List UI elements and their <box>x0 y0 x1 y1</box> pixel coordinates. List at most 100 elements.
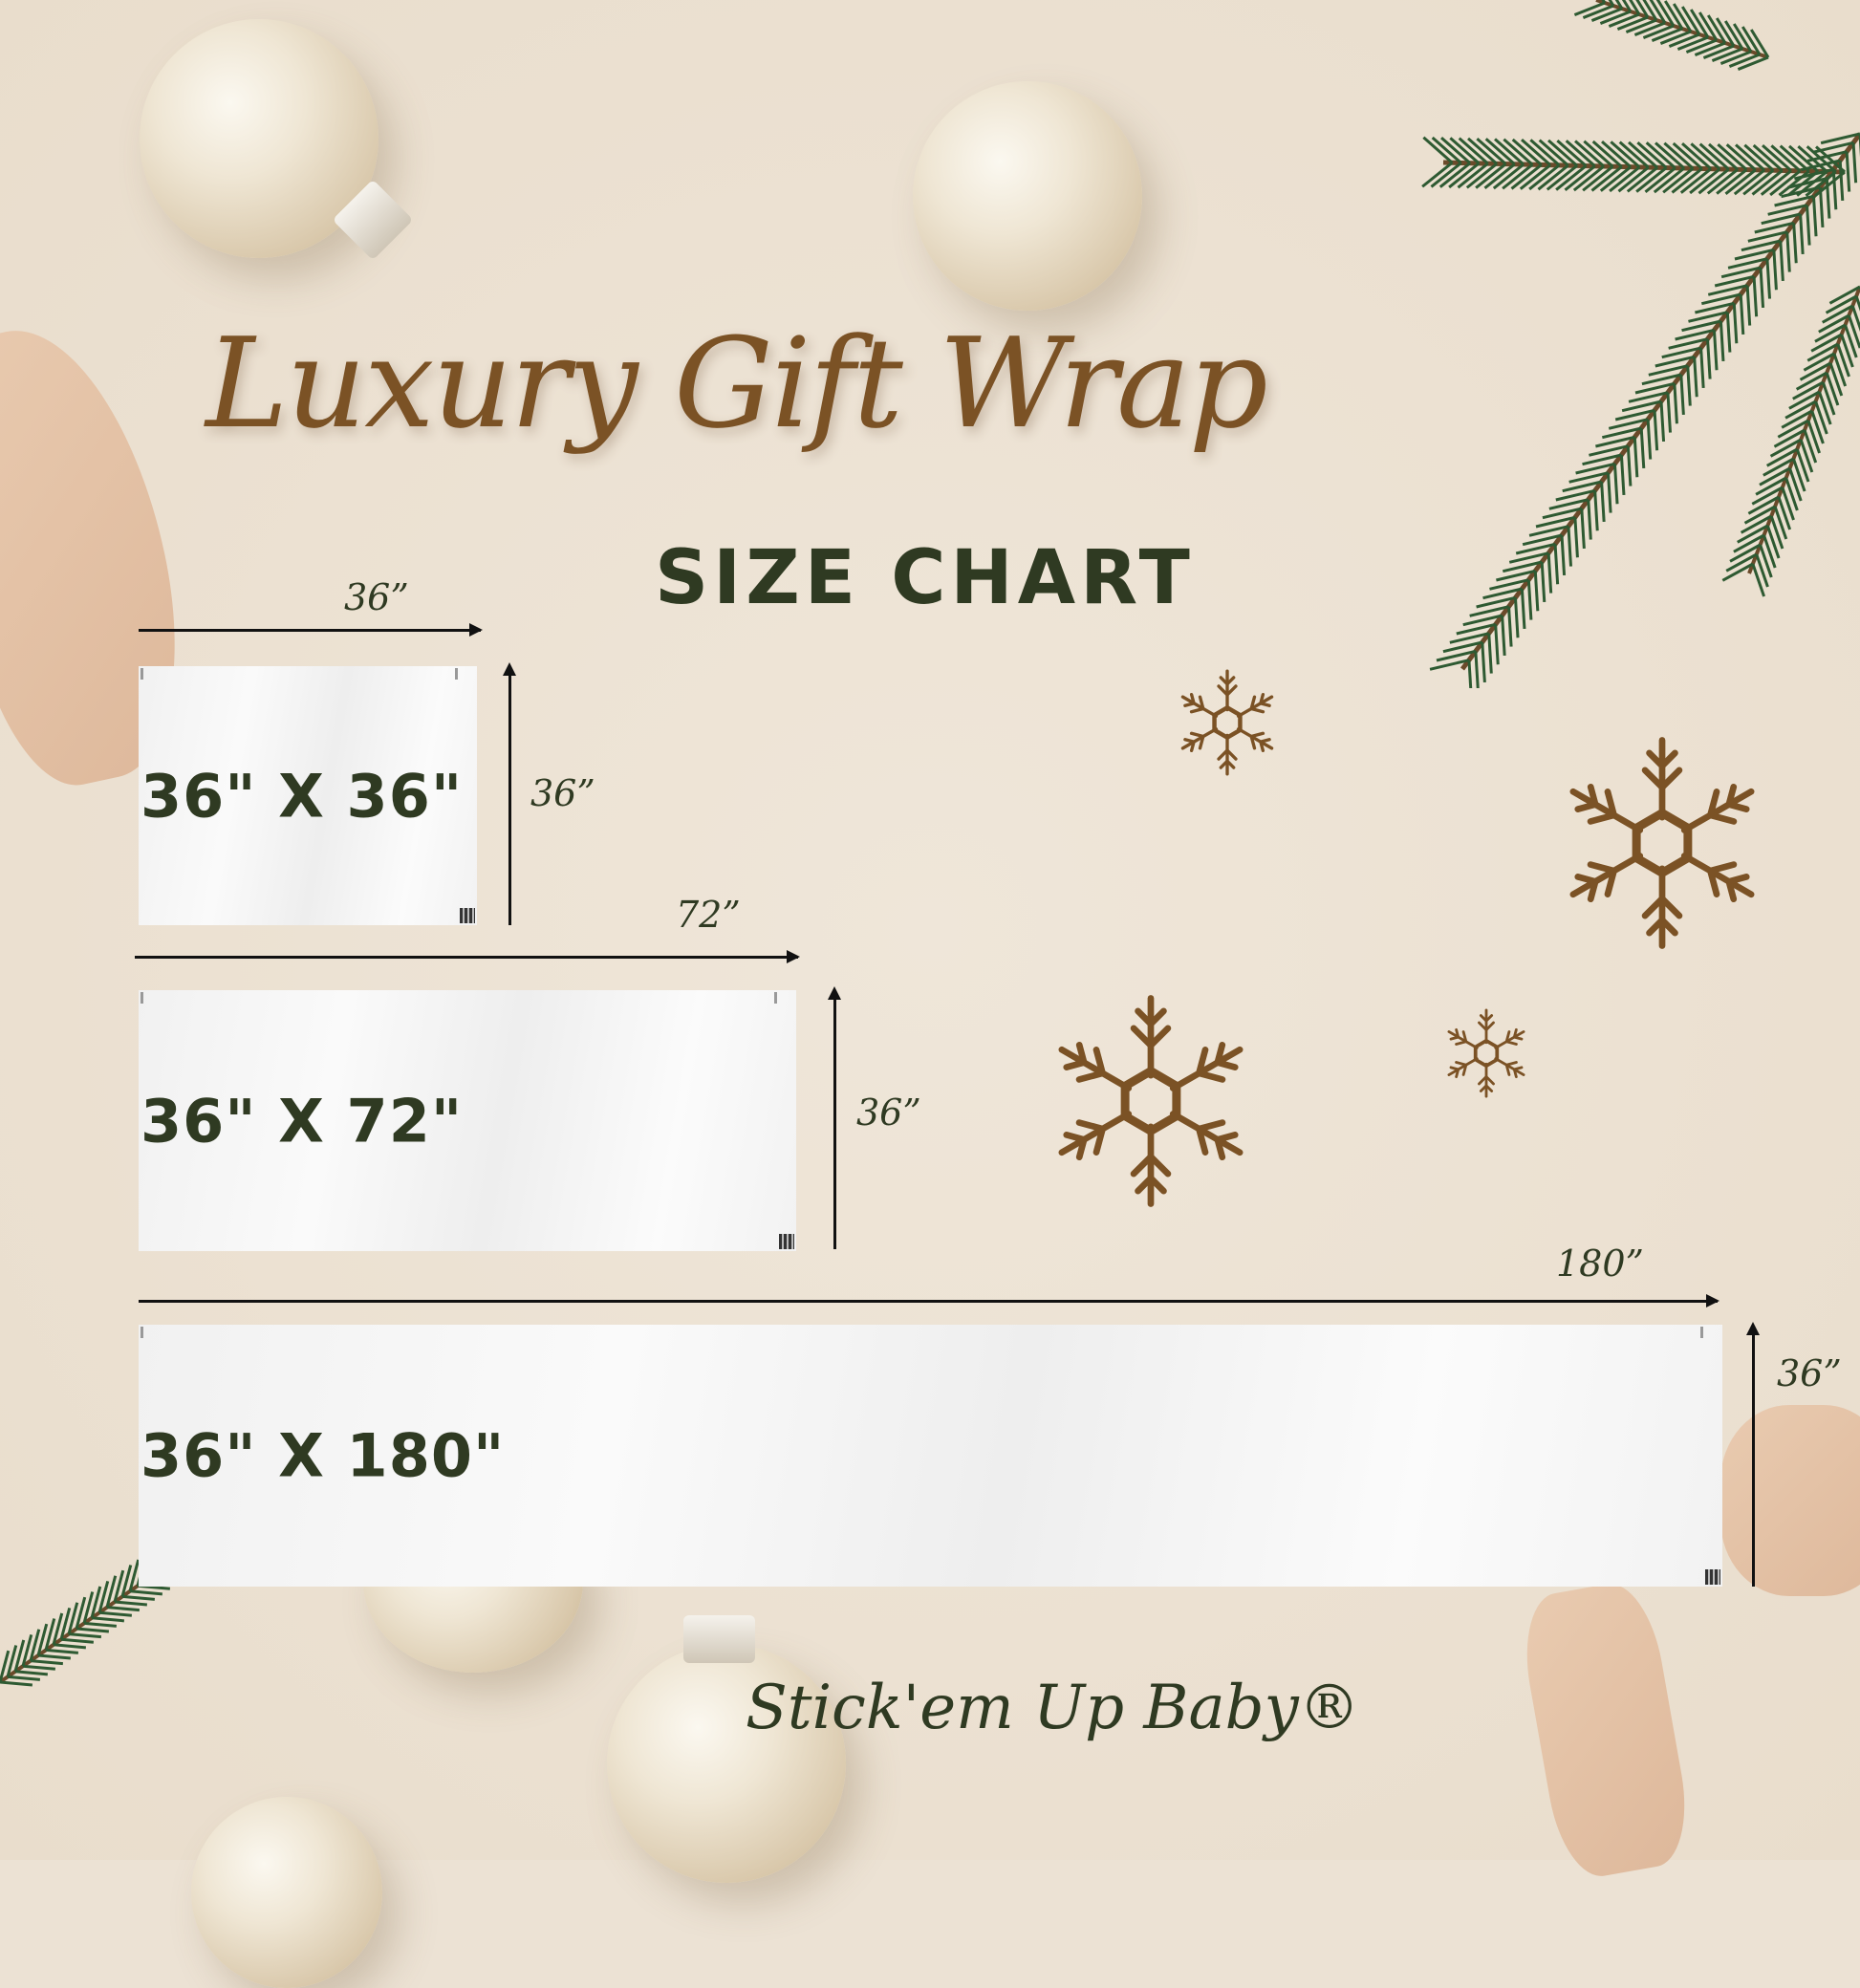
pine-needle <box>105 1575 118 1608</box>
pine-needle <box>1719 320 1725 362</box>
pine-needle <box>1521 139 1551 166</box>
pine-needle <box>1482 587 1523 600</box>
pine-needle <box>1666 392 1672 433</box>
pine-needle <box>1614 408 1655 421</box>
title: Luxury Gift Wrap <box>205 311 1268 456</box>
pine-needle <box>1633 437 1639 478</box>
pine-needle <box>1727 257 1768 270</box>
pine-needle <box>1639 427 1646 469</box>
pine-needle <box>1743 143 1775 172</box>
pine-needle <box>53 1643 86 1650</box>
pine-needle <box>1679 167 1712 194</box>
pine-needle <box>1847 314 1860 349</box>
pine-needle <box>1601 140 1632 168</box>
ornament-cap <box>683 1615 755 1663</box>
pine-needle <box>1484 138 1516 165</box>
pine-needle <box>67 1602 79 1634</box>
pine-needle <box>1698 11 1719 41</box>
pine-needle <box>1810 333 1843 353</box>
pine-needle <box>1700 292 1741 306</box>
pine-needle <box>1794 167 1834 181</box>
pine-needle <box>7 1675 40 1681</box>
pine-needle <box>1520 588 1526 630</box>
ornament <box>191 1797 382 1988</box>
pine-needle <box>1800 159 1841 172</box>
pine-needle <box>1519 163 1551 190</box>
size-label: 36" X 36" <box>141 761 464 831</box>
snowflake-icon <box>1555 736 1769 950</box>
pine-needle <box>1481 641 1486 683</box>
pine-needle <box>1663 141 1695 170</box>
pine-needle <box>1728 53 1761 68</box>
ornament <box>913 81 1142 311</box>
pine-needle <box>1659 400 1666 443</box>
pine-needle <box>1458 137 1489 165</box>
pine-needle <box>1749 29 1770 58</box>
pine-needle <box>1751 169 1784 196</box>
size-label: 36" X 72" <box>141 1086 464 1156</box>
pine-needle <box>1556 139 1588 167</box>
pine-needle <box>1779 240 1784 282</box>
pine-needle <box>1695 301 1735 314</box>
pine-needle <box>68 1632 101 1639</box>
pine-needle <box>52 1612 64 1646</box>
pine-needle <box>1610 140 1641 169</box>
qr-code-icon <box>460 908 475 923</box>
pine-needle <box>1733 533 1765 553</box>
gift-wrap-36x36: 36" X 36" <box>139 666 477 925</box>
pine-needle <box>1421 162 1454 188</box>
pine-needle <box>1565 140 1596 167</box>
pine-needle <box>1476 137 1507 165</box>
pine-needle <box>83 1621 117 1628</box>
pine-needle <box>1725 552 1758 573</box>
pine-needle <box>1502 560 1543 573</box>
pine-needle <box>1724 168 1757 195</box>
pine-needle <box>1814 323 1847 343</box>
pine-needle <box>1803 352 1835 372</box>
pine-needle <box>1706 168 1739 195</box>
pine-needle <box>1560 534 1567 576</box>
pine-needle <box>1765 447 1798 467</box>
pine-needle <box>1719 50 1752 65</box>
pine-needle <box>1467 659 1473 688</box>
pine-needle <box>1542 507 1583 520</box>
pine-needle <box>1567 526 1572 567</box>
pine-needle <box>1489 578 1529 591</box>
pine-needle <box>29 1629 41 1661</box>
pine-needle <box>0 1650 11 1683</box>
pine-needle <box>1535 515 1576 529</box>
pine-needle <box>1739 293 1745 335</box>
pine-needle <box>1547 139 1578 167</box>
pine-needle <box>1662 167 1695 194</box>
pine-needle <box>1770 144 1802 173</box>
pine-needle <box>1818 391 1832 425</box>
pine-needle <box>1580 508 1586 550</box>
pine-needle <box>1694 41 1726 56</box>
pine-needle <box>1708 142 1739 171</box>
pine-needle <box>1751 563 1765 597</box>
pine-needle <box>44 1618 56 1651</box>
pine-needle <box>1735 143 1765 172</box>
pine-needle <box>97 1580 110 1613</box>
height-label: 36” <box>856 1091 921 1134</box>
pine-needle <box>1706 338 1712 379</box>
pine-needle <box>1685 38 1718 54</box>
pine-needle <box>1792 380 1825 400</box>
pine-needle <box>6 1645 18 1677</box>
ornament <box>607 1644 846 1883</box>
pine-needle <box>1698 167 1730 195</box>
pine-needle <box>1619 454 1626 496</box>
pine-needle <box>1676 35 1709 51</box>
pine-needle <box>121 1594 155 1601</box>
height-arrow <box>1746 1322 1760 1587</box>
pine-needle <box>1767 204 1807 216</box>
pine-needle <box>1772 249 1778 291</box>
height-label: 36” <box>1777 1352 1842 1394</box>
pine-needle <box>1476 595 1516 609</box>
pine-needle <box>1609 165 1641 193</box>
pine-needle <box>1806 205 1811 246</box>
pine-needle <box>1608 418 1649 430</box>
pine-needle <box>1626 445 1633 486</box>
pine-needle <box>1844 324 1858 358</box>
pine-needle <box>1655 141 1685 170</box>
